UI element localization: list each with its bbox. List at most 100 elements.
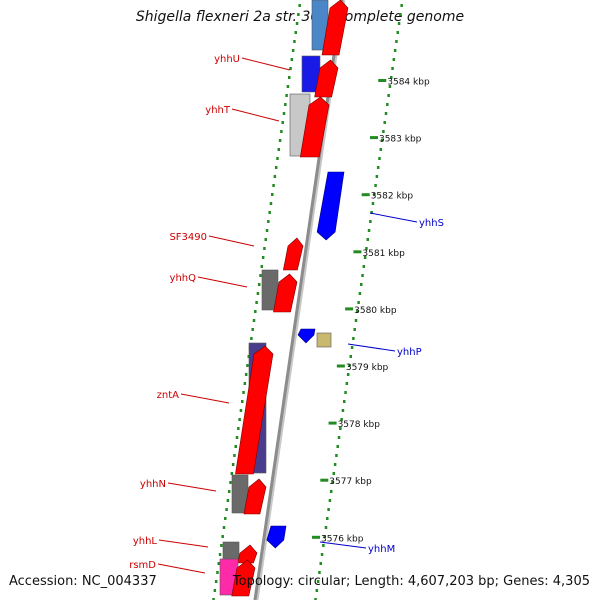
left-rail-tick — [233, 454, 236, 457]
right-rail-tick — [340, 418, 343, 421]
left-rail-tick — [298, 4, 301, 7]
gene-label-yhhN: yhhN — [140, 479, 166, 490]
right-rail-tick — [336, 445, 339, 448]
right-rail-tick — [361, 274, 364, 277]
left-rail-tick — [242, 391, 245, 394]
right-rail-tick — [392, 58, 396, 61]
left-rail-tick — [229, 481, 232, 484]
left-rail-tick — [254, 310, 257, 313]
left-rail-tick — [224, 517, 227, 520]
leader-line-yhhS — [369, 212, 418, 223]
left-rail-tick — [220, 544, 223, 547]
right-rail-tick — [379, 148, 383, 151]
right-rail-tick — [387, 94, 390, 97]
yhhM-arrow — [266, 525, 287, 549]
right-rail-tick — [345, 382, 349, 385]
left-rail-tick — [212, 598, 215, 600]
right-rail-tick — [344, 391, 347, 394]
yhhP-box — [316, 332, 332, 348]
right-rail-tick — [339, 427, 342, 430]
gene-label-yhhP: yhhP — [397, 347, 422, 358]
yhhT-arrow — [299, 96, 330, 158]
right-rail-tick — [365, 247, 368, 250]
scale-label-3582: 3582 kbp — [371, 192, 414, 202]
left-rail-tick — [281, 121, 284, 124]
left-rail-tick — [241, 400, 244, 403]
left-rail-tick — [227, 490, 231, 493]
left-rail-tick — [297, 13, 300, 16]
scale-tick-mark — [328, 421, 337, 425]
right-rail-tick — [315, 589, 319, 592]
left-rail-tick — [282, 112, 286, 115]
left-rail-tick — [284, 103, 287, 106]
right-rail-tick — [363, 256, 367, 259]
accession-text: Accession: NC_004337 — [9, 574, 157, 589]
right-rail-tick — [369, 220, 372, 223]
right-rail-tick — [354, 319, 358, 322]
left-rail-tick — [278, 139, 282, 142]
right-rail-tick — [328, 499, 332, 502]
gene-label-rsmD: rsmD — [129, 560, 156, 571]
right-rail-tick — [370, 211, 373, 214]
left-rail-tick — [243, 382, 247, 385]
right-rail-tick — [323, 535, 326, 538]
right-rail-tick — [319, 562, 323, 565]
left-rail-tick — [290, 58, 294, 61]
right-rail-tick — [348, 364, 351, 367]
right-rail-tick — [350, 346, 354, 349]
left-rail-tick — [271, 193, 274, 196]
left-rail-tick — [293, 40, 296, 43]
left-rail-tick — [277, 148, 281, 151]
left-rail-tick — [295, 22, 299, 25]
right-rail-tick — [389, 76, 393, 79]
leader-line-yhhL — [158, 539, 209, 548]
right-rail-tick — [318, 571, 321, 574]
right-rail-tick — [375, 175, 379, 178]
SF3490-arrow — [282, 237, 304, 271]
left-rail-tick — [261, 256, 265, 259]
left-rail-tick — [274, 166, 278, 169]
leader-line-yhhU — [241, 57, 291, 71]
scale-label-3580: 3580 kbp — [354, 306, 397, 316]
scale-label-3584: 3584 kbp — [387, 78, 430, 88]
left-rail-tick — [244, 373, 248, 376]
right-rail-tick — [373, 193, 376, 196]
right-rail-tick — [367, 229, 371, 232]
right-rail-tick — [383, 121, 386, 124]
right-rail-tick — [378, 157, 381, 160]
left-rail-tick — [246, 364, 249, 367]
left-rail-tick — [238, 418, 241, 421]
gene-label-yhhT: yhhT — [205, 105, 231, 116]
left-rail-tick — [231, 463, 235, 466]
left-rail-tick — [291, 49, 295, 52]
left-rail-tick — [257, 283, 261, 286]
scale-tick-mark — [336, 364, 345, 368]
yhhL-box — [222, 541, 240, 561]
gene-label-yhhU: yhhU — [214, 54, 240, 65]
yhhU-arrow — [314, 59, 339, 98]
scale-label-3583: 3583 kbp — [379, 135, 422, 145]
left-rail-tick — [269, 202, 273, 205]
gene-label-yhhM: yhhM — [368, 544, 395, 555]
right-rail-tick — [358, 292, 362, 295]
right-rail-tick — [320, 553, 324, 556]
right-rail-tick — [324, 526, 328, 529]
right-rail-tick — [337, 436, 341, 439]
leader-line-SF3490 — [208, 235, 255, 247]
right-rail-tick — [376, 166, 380, 169]
left-rail-tick — [267, 220, 270, 223]
scale-tick-mark — [361, 193, 370, 197]
left-rail-tick — [218, 553, 222, 556]
left-rail-tick — [222, 526, 226, 529]
right-rail-tick — [399, 13, 402, 16]
right-rail-tick — [352, 337, 355, 340]
yhhQ-arrow — [273, 273, 298, 313]
left-rail-tick — [256, 292, 260, 295]
left-rail-tick — [234, 445, 237, 448]
left-rail-tick — [263, 247, 266, 250]
left-rail-tick — [252, 319, 256, 322]
scale-tick-mark — [312, 535, 321, 539]
right-rail-tick — [332, 472, 336, 475]
